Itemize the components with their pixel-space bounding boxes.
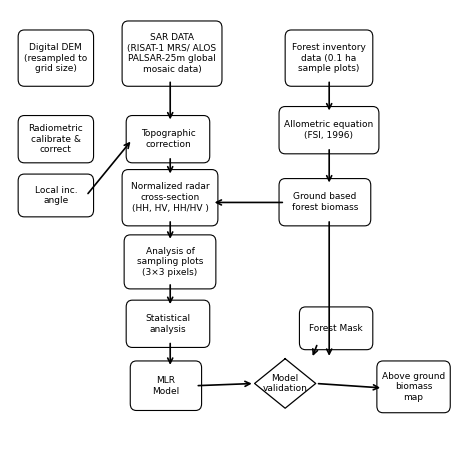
FancyBboxPatch shape [279,107,379,154]
Text: Statistical
analysis: Statistical analysis [146,314,191,334]
Text: Allometric equation
(FSI, 1996): Allometric equation (FSI, 1996) [284,120,374,140]
Text: Digital DEM
(resampled to
grid size): Digital DEM (resampled to grid size) [24,43,88,73]
Text: Forest inventory
data (0.1 ha
sample plots): Forest inventory data (0.1 ha sample plo… [292,43,366,73]
Text: Radiometric
calibrate &
correct: Radiometric calibrate & correct [28,124,83,155]
FancyBboxPatch shape [122,170,218,226]
Text: Local inc.
angle: Local inc. angle [35,186,77,205]
FancyBboxPatch shape [130,361,201,410]
Text: Analysis of
sampling plots
(3×3 pixels): Analysis of sampling plots (3×3 pixels) [137,246,203,277]
FancyBboxPatch shape [18,174,93,217]
FancyBboxPatch shape [279,179,371,226]
Text: Above ground
biomass
map: Above ground biomass map [382,372,445,402]
FancyBboxPatch shape [285,30,373,86]
Text: Ground based
forest biomass: Ground based forest biomass [292,192,358,212]
FancyBboxPatch shape [126,300,210,347]
FancyBboxPatch shape [300,307,373,350]
Text: Topographic
correction: Topographic correction [141,129,195,149]
FancyBboxPatch shape [126,116,210,163]
Text: Forest Mask: Forest Mask [310,324,363,333]
Text: SAR DATA
(RISAT-1 MRS/ ALOS
PALSAR-25m global
mosaic data): SAR DATA (RISAT-1 MRS/ ALOS PALSAR-25m g… [128,33,217,74]
FancyBboxPatch shape [122,21,222,86]
Text: Normalized radar
cross-section
(HH, HV, HH/HV ): Normalized radar cross-section (HH, HV, … [131,182,210,213]
FancyBboxPatch shape [124,235,216,289]
Text: Model
validation: Model validation [263,374,308,393]
FancyBboxPatch shape [18,30,93,86]
FancyBboxPatch shape [377,361,450,413]
FancyBboxPatch shape [18,116,93,163]
Text: MLR
Model: MLR Model [152,376,180,396]
